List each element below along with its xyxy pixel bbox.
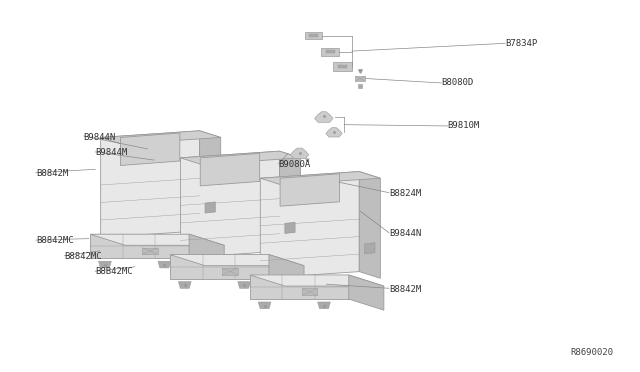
Polygon shape <box>355 76 365 81</box>
Polygon shape <box>326 50 335 54</box>
Text: B8842M: B8842M <box>389 285 421 294</box>
Polygon shape <box>143 248 158 254</box>
Polygon shape <box>291 148 308 159</box>
Polygon shape <box>280 174 339 206</box>
Polygon shape <box>326 128 342 137</box>
Polygon shape <box>317 302 330 309</box>
Polygon shape <box>189 234 224 269</box>
Polygon shape <box>337 65 347 68</box>
Polygon shape <box>359 171 380 278</box>
Polygon shape <box>180 151 280 258</box>
Polygon shape <box>90 234 189 258</box>
Text: B9844N: B9844N <box>84 132 116 142</box>
Polygon shape <box>250 275 349 299</box>
Polygon shape <box>269 254 304 290</box>
Polygon shape <box>170 254 269 279</box>
Polygon shape <box>349 275 384 310</box>
Polygon shape <box>179 282 191 288</box>
Text: B8842M: B8842M <box>36 169 68 178</box>
Polygon shape <box>321 48 339 56</box>
Text: B8B42MC: B8B42MC <box>95 267 133 276</box>
Text: B9844N: B9844N <box>389 229 421 238</box>
Polygon shape <box>120 133 180 166</box>
Polygon shape <box>99 261 111 268</box>
Polygon shape <box>90 234 224 245</box>
Polygon shape <box>170 254 304 266</box>
Polygon shape <box>158 261 171 268</box>
Polygon shape <box>100 131 221 144</box>
Polygon shape <box>258 302 271 309</box>
Polygon shape <box>250 275 384 286</box>
Polygon shape <box>200 131 221 237</box>
Polygon shape <box>180 151 301 164</box>
Polygon shape <box>315 112 333 122</box>
Polygon shape <box>302 288 317 295</box>
Text: B8842MC: B8842MC <box>36 236 74 246</box>
Polygon shape <box>333 62 352 71</box>
Text: B9844M: B9844M <box>95 148 127 157</box>
Polygon shape <box>222 268 237 275</box>
Polygon shape <box>285 222 295 234</box>
Text: R8690020: R8690020 <box>571 348 614 357</box>
Polygon shape <box>100 131 200 237</box>
Polygon shape <box>238 282 250 288</box>
Polygon shape <box>310 34 318 37</box>
Polygon shape <box>365 243 375 254</box>
Text: B9080A: B9080A <box>278 160 311 169</box>
Text: B8080D: B8080D <box>442 78 474 87</box>
Text: B8824M: B8824M <box>389 189 421 198</box>
Polygon shape <box>280 151 301 258</box>
Polygon shape <box>260 171 380 185</box>
Polygon shape <box>200 153 260 186</box>
Text: B7834P: B7834P <box>505 39 538 48</box>
Polygon shape <box>260 171 359 278</box>
Text: B9810M: B9810M <box>448 122 480 131</box>
Polygon shape <box>305 32 322 39</box>
Text: B8842MC: B8842MC <box>65 252 102 261</box>
Polygon shape <box>205 202 215 213</box>
